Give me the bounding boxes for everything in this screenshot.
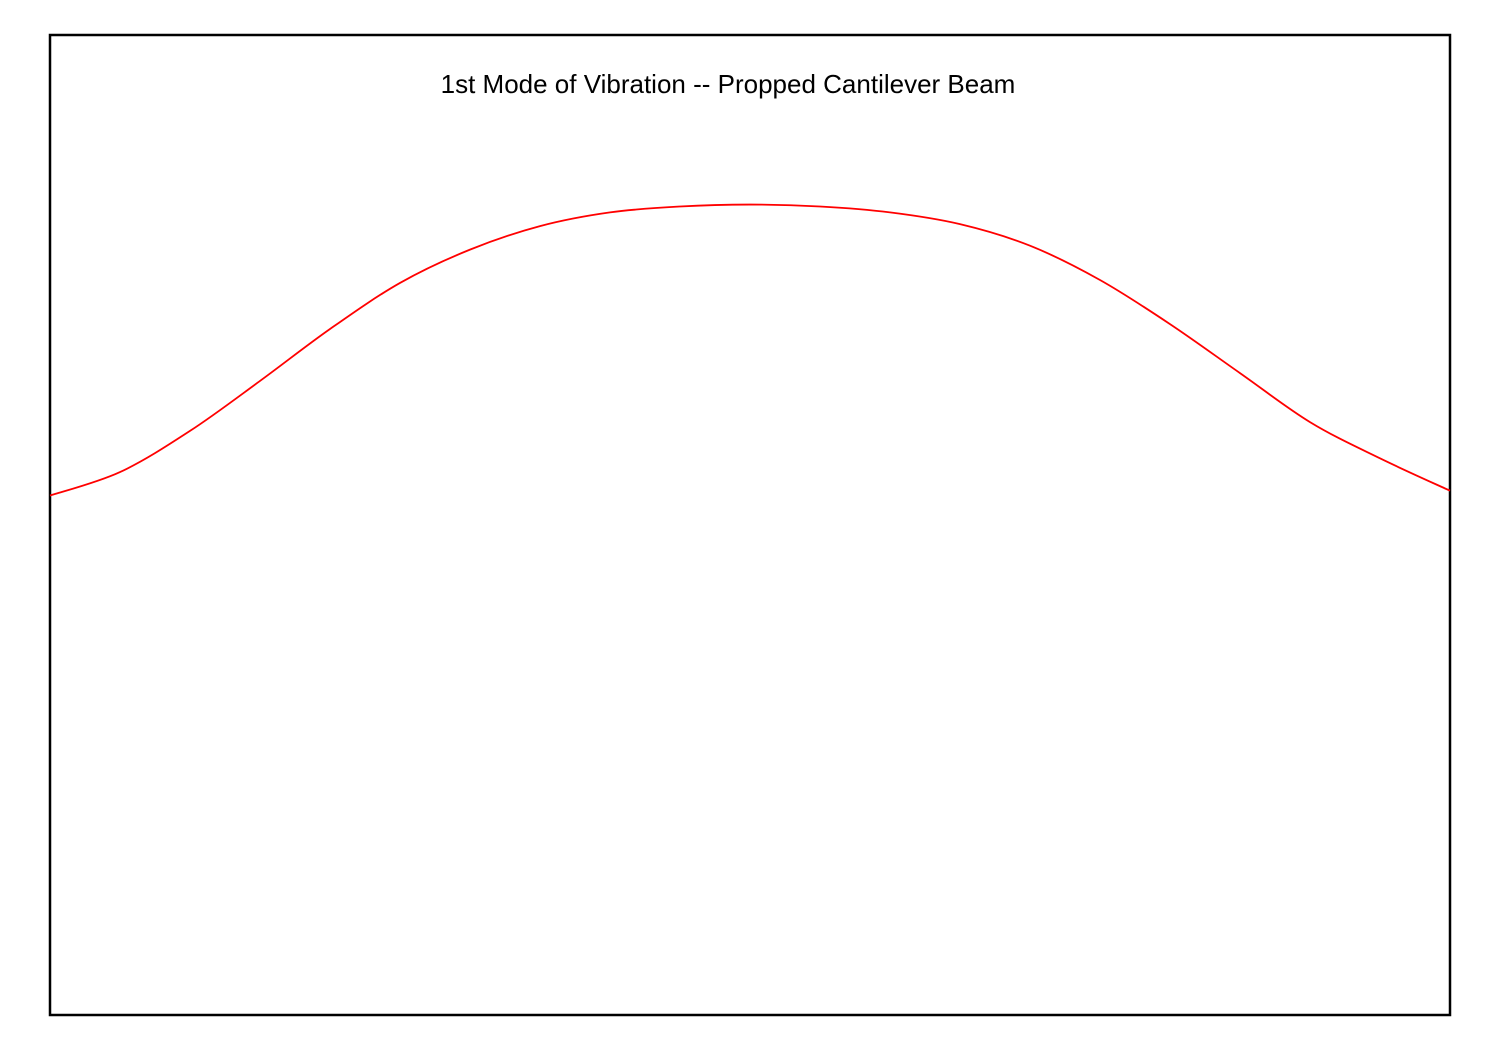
series-line-0 [49, 203, 1451, 497]
series-layer [49, 203, 1451, 497]
chart-title: 1st Mode of Vibration -- Propped Cantile… [441, 69, 1016, 99]
plot-frame [48, 33, 1452, 1017]
